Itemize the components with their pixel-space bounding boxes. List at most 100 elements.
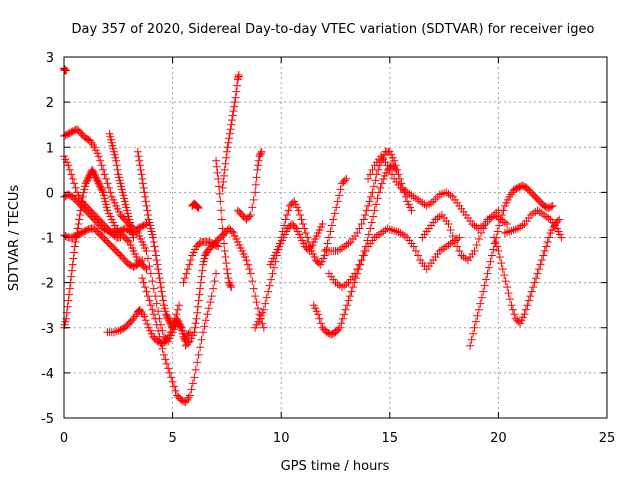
data-point [545,233,554,242]
x-tick-label: 10 [273,431,290,446]
data-point [214,242,223,251]
data-point [213,168,222,177]
data-point [168,377,177,386]
data-point [473,311,482,320]
data-point [143,319,152,328]
data-point [496,215,505,224]
data-point [109,328,118,337]
data-point [481,219,490,228]
y-tick-label: -5 [41,412,54,427]
data-point [532,274,541,283]
data-point [248,203,257,212]
data-point [70,248,79,257]
data-point [194,350,203,359]
data-point [368,165,377,174]
data-point [219,231,228,240]
data-point [323,239,332,248]
y-tick-label: 2 [46,96,54,111]
data-point [333,197,342,206]
data-point [383,161,392,170]
data-point [193,308,202,317]
data-point [217,215,226,224]
data-point [523,301,532,310]
data-point [136,257,145,266]
data-point [220,239,229,248]
data-point [455,247,464,256]
series-track-m [179,238,223,287]
data-point [100,170,109,179]
data-point [370,206,379,215]
x-tick-label: 20 [490,431,507,446]
data-point [230,98,239,107]
series-track-p [233,147,266,224]
data-point [97,161,106,170]
y-tick-label: 1 [46,141,54,156]
data-point [227,227,236,236]
data-point [483,269,492,278]
data-point [261,299,270,308]
data-point [453,242,462,251]
data-point [135,156,144,165]
data-point [149,284,158,293]
data-point [495,221,504,230]
data-point [166,328,175,337]
data-point [140,312,149,321]
data-point [151,314,160,323]
data-point [409,242,418,251]
data-point [245,212,254,221]
data-point [262,293,271,302]
data-point [197,335,206,344]
data-point [194,296,203,305]
data-point [253,165,262,174]
data-point [70,242,79,251]
data-point [153,260,162,269]
data-point [200,322,209,331]
data-point [167,323,176,332]
data-point [335,191,344,200]
data-point [219,177,228,186]
data-point [359,251,368,260]
data-point [387,225,396,234]
data-point [68,260,77,269]
data-point [368,188,377,197]
data-point [254,161,263,170]
data-point [212,241,221,250]
series-track-b [60,64,71,75]
data-point [534,265,543,274]
data-point [511,225,520,234]
data-point [192,314,201,323]
data-point [364,174,373,183]
data-point [154,265,163,274]
data-point [67,272,76,281]
data-point [249,195,258,204]
data-point [113,165,122,174]
data-point [103,179,112,188]
data-point [197,272,206,281]
data-point [364,230,373,239]
data-point [141,283,150,292]
data-point [245,265,254,274]
data-point [543,238,552,247]
data-point [394,228,403,237]
data-point [157,283,166,292]
data-point [251,188,260,197]
data-point [227,116,236,125]
x-tick-label: 5 [168,431,176,446]
data-point [357,219,366,228]
data-point [207,292,216,301]
data-point [555,215,564,224]
data-point [142,201,151,210]
data-point [318,219,327,228]
data-point [294,206,303,215]
data-point [411,247,420,256]
data-point [201,316,210,325]
data-point [172,310,181,319]
data-point [345,292,354,301]
data-point [142,287,151,296]
data-point [498,210,507,219]
data-point [69,254,78,263]
data-point [140,188,149,197]
data-point [203,310,212,319]
data-point [214,182,223,191]
data-point [149,238,158,247]
